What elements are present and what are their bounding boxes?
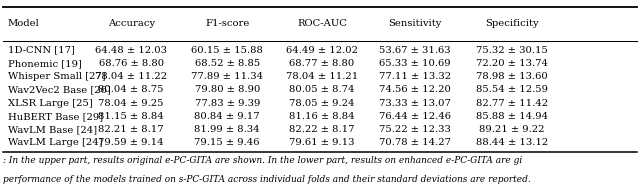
Text: 79.59 ± 9.14: 79.59 ± 9.14	[99, 138, 164, 147]
Text: 70.78 ± 14.27: 70.78 ± 14.27	[379, 138, 451, 147]
Text: 80.05 ± 8.74: 80.05 ± 8.74	[289, 85, 355, 94]
Text: 79.61 ± 9.13: 79.61 ± 9.13	[289, 138, 355, 147]
Text: performance of the models trained on s-PC-GITA across individual folds and their: performance of the models trained on s-P…	[3, 175, 531, 184]
Text: Specificity: Specificity	[485, 19, 539, 28]
Text: 80.04 ± 8.75: 80.04 ± 8.75	[99, 85, 164, 94]
Text: 78.04 ± 11.22: 78.04 ± 11.22	[95, 72, 167, 81]
Text: 79.80 ± 8.90: 79.80 ± 8.90	[195, 85, 260, 94]
Text: 78.05 ± 9.24: 78.05 ± 9.24	[289, 99, 355, 108]
Text: : In the upper part, results original e-PC-GITA are shown. In the lower part, re: : In the upper part, results original e-…	[3, 156, 522, 165]
Text: 77.89 ± 11.34: 77.89 ± 11.34	[191, 72, 263, 81]
Text: 64.49 ± 12.02: 64.49 ± 12.02	[286, 46, 358, 55]
Text: 82.22 ± 8.17: 82.22 ± 8.17	[289, 125, 355, 134]
Text: 77.11 ± 13.32: 77.11 ± 13.32	[379, 72, 451, 81]
Text: 75.32 ± 30.15: 75.32 ± 30.15	[476, 46, 548, 55]
Text: 77.83 ± 9.39: 77.83 ± 9.39	[195, 99, 260, 108]
Text: 74.56 ± 12.20: 74.56 ± 12.20	[379, 85, 451, 94]
Text: 68.76 ± 8.80: 68.76 ± 8.80	[99, 59, 164, 68]
Text: 88.44 ± 13.12: 88.44 ± 13.12	[476, 138, 548, 147]
Text: 76.44 ± 12.46: 76.44 ± 12.46	[379, 112, 451, 121]
Text: WavLM Base [24]: WavLM Base [24]	[8, 125, 97, 134]
Text: Sensitivity: Sensitivity	[388, 19, 442, 28]
Text: 78.04 ± 9.25: 78.04 ± 9.25	[99, 99, 164, 108]
Text: XLSR Large [25]: XLSR Large [25]	[8, 99, 92, 108]
Text: 78.04 ± 11.21: 78.04 ± 11.21	[286, 72, 358, 81]
Text: 68.77 ± 8.80: 68.77 ± 8.80	[289, 59, 355, 68]
Text: 81.16 ± 8.84: 81.16 ± 8.84	[289, 112, 355, 121]
Text: 78.98 ± 13.60: 78.98 ± 13.60	[476, 72, 548, 81]
Text: 81.15 ± 8.84: 81.15 ± 8.84	[99, 112, 164, 121]
Text: 65.33 ± 10.69: 65.33 ± 10.69	[379, 59, 451, 68]
Text: 68.52 ± 8.85: 68.52 ± 8.85	[195, 59, 260, 68]
Text: 1D-CNN [17]: 1D-CNN [17]	[8, 46, 74, 55]
Text: Phonemic [19]: Phonemic [19]	[8, 59, 81, 68]
Text: Whisper Small [27]: Whisper Small [27]	[8, 72, 106, 81]
Text: Wav2Vec2 Base [26]: Wav2Vec2 Base [26]	[8, 85, 111, 94]
Text: 60.15 ± 15.88: 60.15 ± 15.88	[191, 46, 263, 55]
Text: 64.48 ± 12.03: 64.48 ± 12.03	[95, 46, 167, 55]
Text: 79.15 ± 9.46: 79.15 ± 9.46	[195, 138, 260, 147]
Text: 53.67 ± 31.63: 53.67 ± 31.63	[379, 46, 451, 55]
Text: Accuracy: Accuracy	[108, 19, 155, 28]
Text: 82.77 ± 11.42: 82.77 ± 11.42	[476, 99, 548, 108]
Text: Model: Model	[8, 19, 40, 28]
Text: 80.84 ± 9.17: 80.84 ± 9.17	[195, 112, 260, 121]
Text: F1-score: F1-score	[205, 19, 250, 28]
Text: 73.33 ± 13.07: 73.33 ± 13.07	[379, 99, 451, 108]
Text: ROC-AUC: ROC-AUC	[297, 19, 347, 28]
Text: 85.54 ± 12.59: 85.54 ± 12.59	[476, 85, 548, 94]
Text: HuBERT Base [29]: HuBERT Base [29]	[8, 112, 103, 121]
Text: 81.99 ± 8.34: 81.99 ± 8.34	[195, 125, 260, 134]
Text: 82.21 ± 8.17: 82.21 ± 8.17	[99, 125, 164, 134]
Text: 75.22 ± 12.33: 75.22 ± 12.33	[379, 125, 451, 134]
Text: 89.21 ± 9.22: 89.21 ± 9.22	[479, 125, 545, 134]
Text: WavLM Large [24]: WavLM Large [24]	[8, 138, 102, 147]
Text: 85.88 ± 14.94: 85.88 ± 14.94	[476, 112, 548, 121]
Text: 72.20 ± 13.74: 72.20 ± 13.74	[476, 59, 548, 68]
